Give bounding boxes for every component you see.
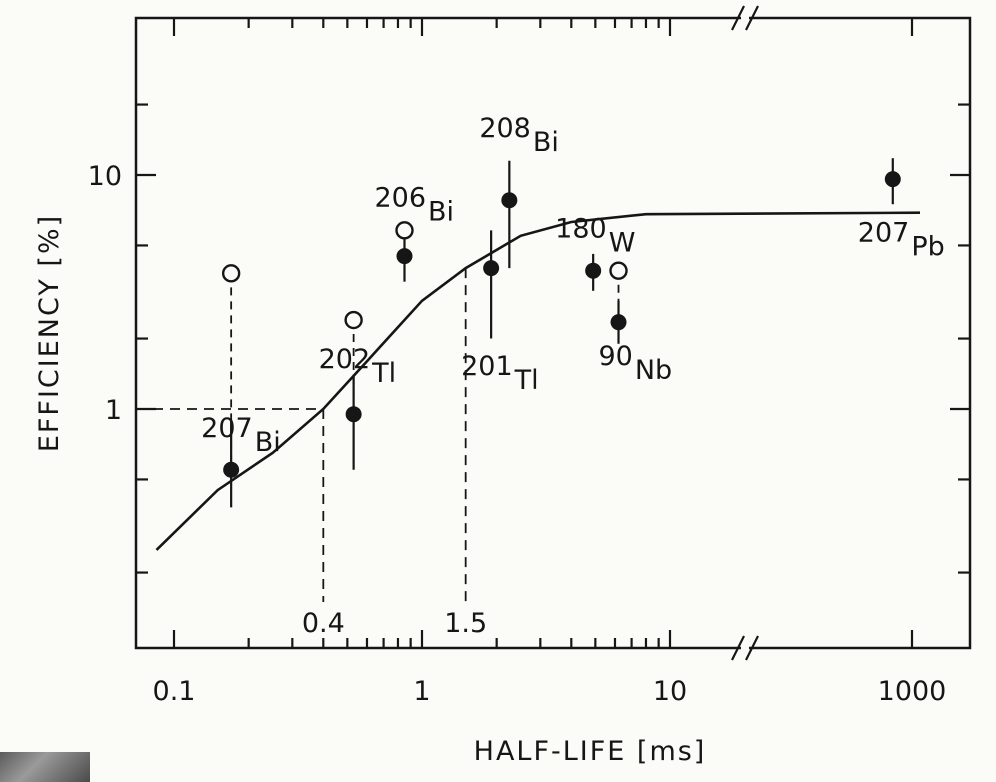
element-symbol: Bi	[428, 196, 454, 227]
filled-point	[610, 314, 627, 331]
filled-point	[585, 262, 602, 279]
x-tick-label: 1	[413, 676, 430, 707]
mass-number: 180	[555, 214, 607, 245]
filled-point	[223, 461, 240, 478]
open-point	[221, 264, 241, 283]
isotope-label: 202Tl	[319, 344, 397, 389]
open-point	[609, 261, 628, 280]
element-symbol: Tl	[371, 358, 396, 389]
axis-break-gap	[741, 646, 749, 650]
isotope-label: 180W	[555, 214, 635, 259]
y-tick-label: 1	[105, 395, 122, 426]
mass-number: 207	[201, 413, 253, 444]
isotope-label: 207Pb	[858, 217, 945, 262]
x-tick-label: 1000	[878, 676, 947, 707]
filled-point	[345, 406, 362, 423]
y-axis-title: EFFICIENCY [%]	[34, 214, 65, 452]
y-tick-label: 10	[88, 161, 122, 192]
reference-label: 0.4	[302, 608, 345, 639]
isotope-label: 206Bi	[374, 182, 454, 227]
isotope-label: 208Bi	[479, 113, 559, 158]
plot-frame	[134, 16, 972, 650]
open-point	[395, 221, 414, 240]
fit-curve	[155, 211, 921, 551]
mass-number: 202	[319, 344, 371, 375]
mass-number: 90	[599, 341, 633, 372]
x-tick-label: 0.1	[153, 676, 196, 707]
element-symbol: Tl	[514, 365, 539, 396]
reference-label: 1.5	[444, 608, 487, 639]
filled-point	[884, 171, 901, 188]
axis-break-gap	[741, 16, 749, 20]
x-axis-title: HALF-LIFE [ms]	[474, 736, 707, 767]
mass-number: 208	[479, 113, 531, 144]
axis-break-mark	[745, 635, 759, 661]
element-symbol: W	[609, 228, 636, 259]
filled-point	[483, 260, 500, 277]
axis-break-mark	[731, 5, 745, 31]
thumbnail-image	[0, 752, 90, 782]
element-symbol: Nb	[635, 355, 672, 386]
x-tick-label: 10	[653, 676, 687, 707]
axis-break-mark	[745, 5, 759, 31]
mass-number: 201	[461, 351, 513, 382]
open-point	[344, 310, 363, 330]
isotope-label: 90Nb	[599, 341, 673, 386]
reference-lines: 0.4 1.5	[136, 230, 620, 639]
filled-point	[501, 192, 518, 209]
element-symbol: Pb	[911, 231, 944, 262]
filled-point	[396, 248, 413, 265]
element-symbol: Bi	[255, 427, 281, 458]
tick-labels: 0.1 1 10 1000 1 10	[88, 161, 947, 707]
axis-break-mark	[731, 635, 745, 661]
mass-number: 207	[858, 217, 910, 248]
isotope-label: 207Bi	[201, 413, 281, 458]
element-symbol: Bi	[533, 127, 559, 158]
mass-number: 206	[374, 182, 426, 213]
axis-ticks	[136, 5, 970, 661]
isotope-label: 201Tl	[461, 351, 539, 396]
